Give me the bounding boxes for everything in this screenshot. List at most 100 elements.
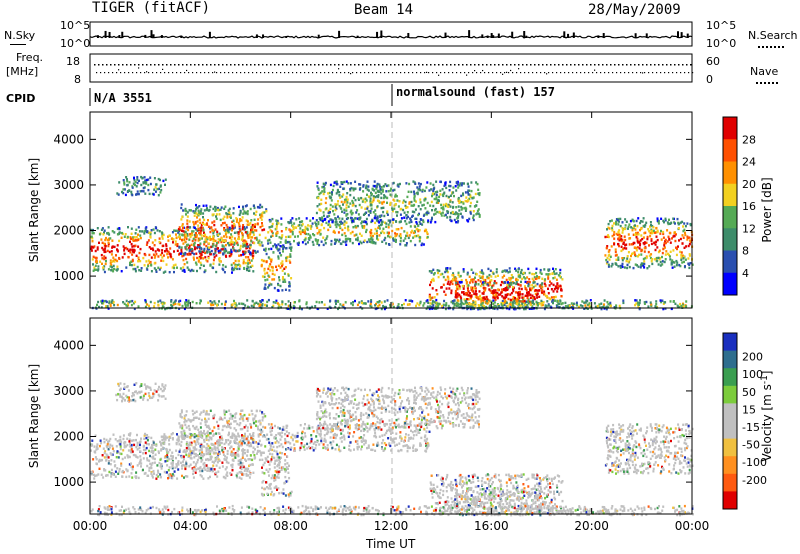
echo-cell [161,251,164,255]
echo-cell [164,183,166,186]
echo-cell [564,305,567,308]
echo-cell [121,256,124,259]
echo-cell [321,217,324,220]
echo-cell [185,300,188,304]
echo-cell [412,236,415,239]
echo-cell [236,264,239,267]
echo-cell [185,441,188,444]
echo-cell [281,245,284,248]
echo-cell [104,450,107,453]
freq-dot [142,64,144,66]
echo-cell [304,236,307,240]
echo-cell [467,298,470,301]
echo-cell [539,271,542,274]
echo-cell [251,264,254,268]
nave-dot [372,72,374,74]
echo-cell [460,194,463,198]
echo-cell [677,223,680,226]
echo-cell [489,283,492,286]
echo-cell [341,195,344,198]
echo-cell [126,247,129,251]
echo-cell [243,239,246,242]
echo-cell [284,280,287,283]
echo-cell [431,209,433,212]
echo-cell [373,216,376,220]
echo-cell [394,240,397,243]
echo-cell [515,302,518,306]
echo-cell [543,292,546,296]
freq-dot [450,64,452,66]
echo-cell [490,275,493,278]
echo-cell [662,302,665,305]
echo-cell [535,267,538,270]
echo-cell [230,250,233,254]
echo-cell [417,224,420,227]
echo-cell [246,439,249,442]
echo-cell [422,220,425,224]
echo-cell [141,230,144,233]
echo-cell [181,255,184,258]
echo-cell [225,212,228,215]
echo-cell [221,267,224,270]
echo-cell [438,269,441,273]
echo-cell [275,299,278,302]
echo-cell [309,234,312,237]
echo-cell [435,304,438,307]
freq-dot [114,64,116,66]
echo-cell [291,231,294,234]
echo-cell [358,188,361,191]
echo-cell [523,271,526,275]
freq-dot [326,64,328,66]
echo-cell [276,302,279,305]
echo-cell [295,218,298,221]
echo-cell [285,258,288,261]
echo-cell [526,296,529,300]
echo-cell [635,302,638,305]
echo-cell [557,274,560,277]
echo-cell [304,242,307,246]
echo-cell [556,287,559,290]
echo-cell [347,205,350,208]
echo-cell [224,239,227,243]
echo-cell [120,440,123,444]
echo-cell [403,211,406,214]
echo-cell [253,218,256,221]
echo-cell [556,290,559,293]
echo-cell [131,259,134,263]
echo-cell [135,185,138,188]
echo-cell [133,249,136,252]
echo-cell [391,229,394,233]
echo-cell [628,265,631,269]
echo-cell [474,205,477,208]
echo-cell [244,452,246,455]
echo-cell [454,185,457,188]
echo-cell [101,257,104,260]
echo-cell [217,238,220,241]
echo-cell [477,279,480,282]
echo-cell [290,249,293,252]
echo-cell [664,258,667,261]
echo-cell [195,212,198,215]
echo-cell [635,219,638,223]
echo-cell [334,299,337,303]
nave-dot [464,72,466,74]
echo-cell [196,461,199,464]
echo-cell [670,307,673,311]
echo-cell [280,262,283,265]
echo-cell [102,268,105,271]
echo-cell [159,253,162,257]
freq-dot [198,64,200,66]
echo-cell [224,205,227,208]
echo-cell [381,201,384,204]
echo-cell [323,190,326,193]
echo-cell [137,238,140,242]
echo-cell [357,213,360,216]
echo-cell [481,282,484,286]
echo-cell [272,251,275,254]
echo-cell [325,207,328,210]
echo-cell [310,225,313,228]
freq-dot [442,64,444,66]
echo-cell [203,249,206,252]
echo-cell [460,205,463,209]
echo-cell [559,284,562,287]
